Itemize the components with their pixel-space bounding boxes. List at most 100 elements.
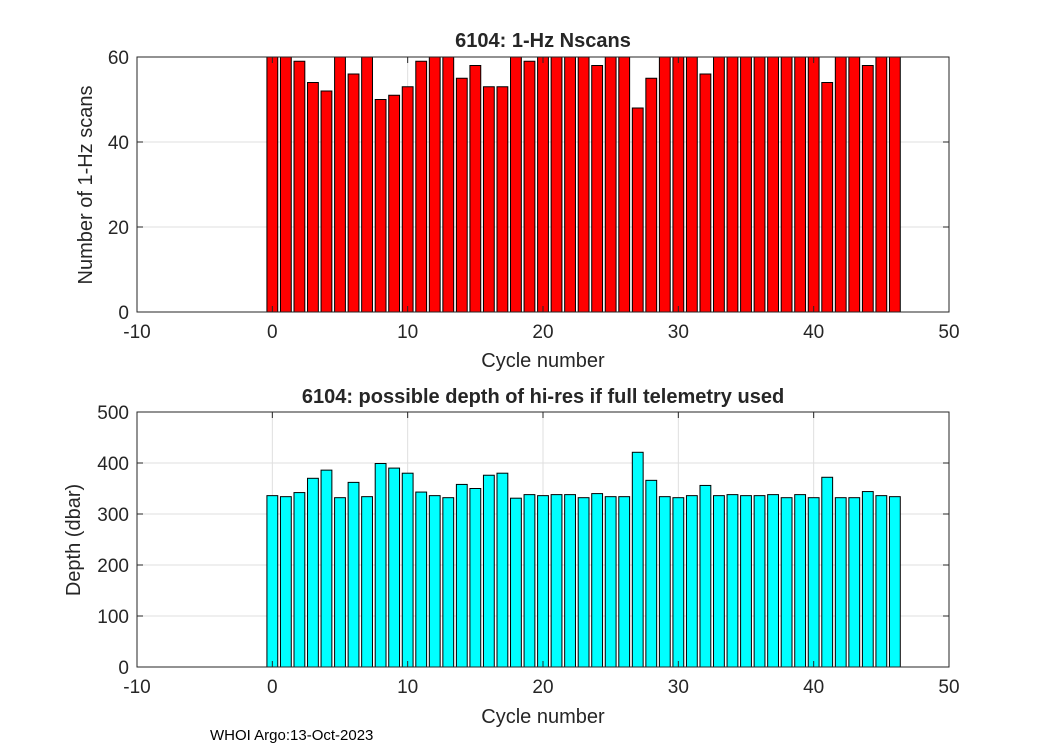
- bottom-bar: [645, 479, 658, 668]
- bottom-bar: [807, 497, 820, 668]
- bottom-bar: [334, 497, 346, 668]
- top-y-tick-label: 0: [118, 303, 129, 324]
- bottom-bar: [401, 472, 414, 668]
- bottom-bar: [604, 496, 617, 668]
- bottom-bar: [293, 492, 306, 668]
- bottom-axes: 6104: possible depth of hi-res if full t…: [63, 386, 960, 728]
- top-bar: [537, 56, 549, 313]
- bottom-y-tick-label: 100: [97, 607, 129, 628]
- top-bar: [753, 56, 766, 313]
- top-bar: [550, 56, 563, 313]
- top-bar: [699, 73, 712, 313]
- bottom-bar: [374, 463, 387, 668]
- bottom-bar: [780, 497, 793, 668]
- bottom-x-tick-label: 10: [397, 677, 418, 698]
- bottom-bar: [794, 494, 807, 668]
- top-bar: [645, 77, 658, 313]
- top-y-tick-label: 40: [108, 133, 129, 154]
- bottom-bar: [347, 481, 360, 668]
- bottom-bar: [618, 496, 631, 668]
- bottom-bar: [537, 495, 549, 668]
- bottom-bar: [658, 496, 671, 668]
- bottom-bar: [591, 493, 604, 668]
- bottom-bar: [821, 476, 834, 668]
- bottom-x-tick-label: 50: [938, 677, 959, 698]
- top-bar: [374, 99, 387, 313]
- bottom-x-tick-label: 20: [532, 677, 553, 698]
- top-bar: [834, 56, 847, 313]
- bottom-y-label: Depth (dbar): [63, 484, 85, 596]
- top-x-tick-label: 30: [668, 322, 689, 343]
- bottom-bar: [848, 497, 861, 668]
- top-bar: [577, 56, 590, 313]
- top-bar: [320, 90, 333, 313]
- top-bar: [455, 77, 468, 313]
- bottom-bar: [415, 491, 428, 668]
- top-y-tick-label: 60: [108, 48, 129, 69]
- top-bar: [510, 56, 522, 313]
- top-bar: [875, 56, 888, 313]
- bottom-bar: [361, 496, 373, 668]
- bottom-y-tick-label: 300: [97, 505, 129, 526]
- bottom-bar: [875, 495, 888, 668]
- top-bar: [821, 82, 834, 313]
- footer-credit: WHOI Argo:13-Oct-2023: [210, 727, 374, 744]
- top-bar: [307, 82, 319, 313]
- bottom-y-tick-label: 0: [118, 658, 129, 679]
- top-bar: [279, 56, 292, 313]
- top-x-tick-label: 0: [267, 322, 278, 343]
- top-y-label: Number of 1-Hz scans: [75, 86, 97, 285]
- bottom-bar: [577, 497, 590, 668]
- bottom-bar: [279, 496, 292, 668]
- top-bar: [726, 56, 739, 313]
- top-bar: [685, 56, 698, 313]
- top-bar: [767, 56, 779, 313]
- bottom-bar: [523, 494, 536, 668]
- bottom-bar: [266, 495, 279, 668]
- top-bar: [401, 86, 414, 313]
- top-x-label: Cycle number: [481, 350, 605, 372]
- bottom-bar: [631, 451, 644, 668]
- bottom-bar: [469, 488, 482, 668]
- top-x-tick-label: 40: [803, 322, 824, 343]
- top-bar: [293, 60, 306, 313]
- top-x-tick-label: -10: [123, 322, 150, 343]
- bottom-bar: [740, 495, 752, 668]
- top-bar: [604, 56, 617, 313]
- bottom-bar: [442, 497, 455, 668]
- top-bar: [794, 56, 807, 313]
- bottom-bar: [388, 467, 401, 668]
- bottom-x-tick-label: -10: [123, 677, 150, 698]
- top-bar: [713, 56, 725, 313]
- top-y-tick-label: 20: [108, 218, 129, 239]
- bottom-bar: [713, 495, 725, 668]
- bottom-x-tick-label: 40: [803, 677, 824, 698]
- top-bar: [428, 56, 441, 313]
- top-bar: [496, 86, 509, 313]
- bottom-bar: [307, 477, 319, 668]
- bottom-bar: [726, 494, 739, 668]
- bottom-y-tick-label: 400: [97, 454, 129, 475]
- bottom-bar: [888, 496, 901, 668]
- bottom-bar: [699, 484, 712, 668]
- top-title: 6104: 1-Hz Nscans: [455, 30, 631, 52]
- top-bar: [618, 56, 631, 313]
- bottom-title: 6104: possible depth of hi-res if full t…: [302, 386, 784, 408]
- bottom-bar: [496, 472, 509, 668]
- top-bar: [415, 60, 428, 313]
- bottom-bar: [455, 483, 468, 668]
- top-x-tick-label: 20: [532, 322, 553, 343]
- bottom-bar: [482, 474, 495, 668]
- top-bar: [482, 86, 495, 313]
- top-bar: [266, 56, 279, 313]
- bottom-bar: [767, 494, 779, 668]
- top-bar: [361, 56, 373, 313]
- bottom-x-tick-label: 30: [668, 677, 689, 698]
- bottom-bar: [861, 491, 874, 668]
- top-bar: [861, 65, 874, 313]
- top-bar: [591, 65, 604, 313]
- bottom-x-tick-label: 0: [267, 677, 278, 698]
- top-x-tick-label: 10: [397, 322, 418, 343]
- bottom-bar: [320, 469, 333, 668]
- bottom-y-tick-label: 500: [97, 403, 129, 424]
